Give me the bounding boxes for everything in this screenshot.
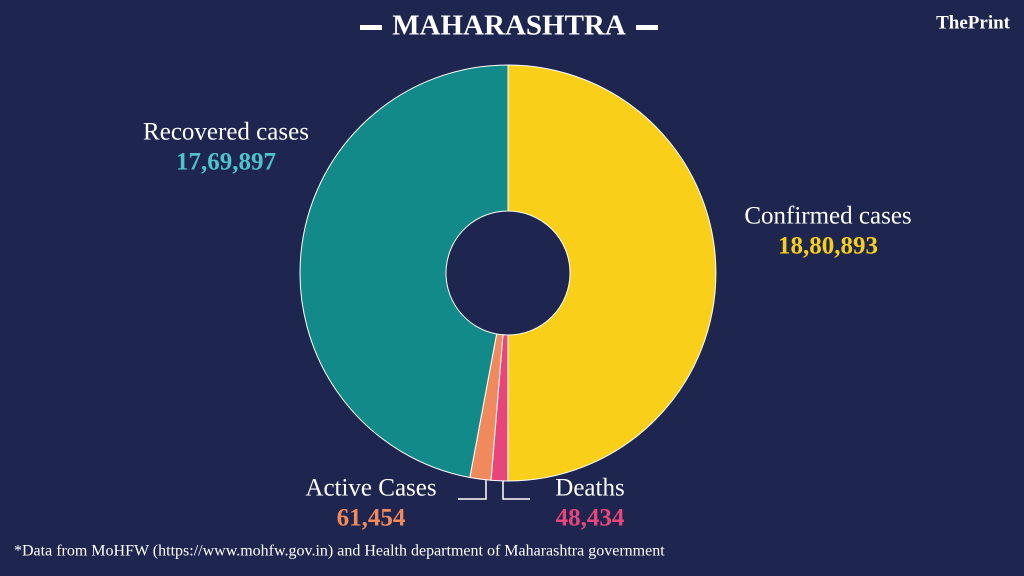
- value-label: 18,80,893: [778, 233, 878, 260]
- donut-slice: [507, 64, 717, 482]
- value-label: 17,69,897: [176, 149, 276, 176]
- category-label: Recovered cases: [143, 119, 309, 146]
- leader-line: [458, 476, 487, 500]
- donut-slice: [299, 64, 509, 479]
- value-label: 61,454: [337, 505, 406, 532]
- category-label: Deaths: [555, 475, 624, 502]
- category-label: Active Cases: [305, 475, 436, 502]
- value-label: 48,434: [556, 505, 625, 532]
- title-dash: [360, 25, 382, 30]
- category-label: Confirmed cases: [744, 203, 911, 230]
- leader-line: [502, 476, 530, 500]
- footnote: *Data from MoHFW (https://www.mohfw.gov.…: [14, 543, 665, 560]
- title-dash: [636, 25, 658, 30]
- chart-title: MAHARASHTRA: [392, 10, 626, 42]
- brand: ThePrint: [936, 12, 1011, 33]
